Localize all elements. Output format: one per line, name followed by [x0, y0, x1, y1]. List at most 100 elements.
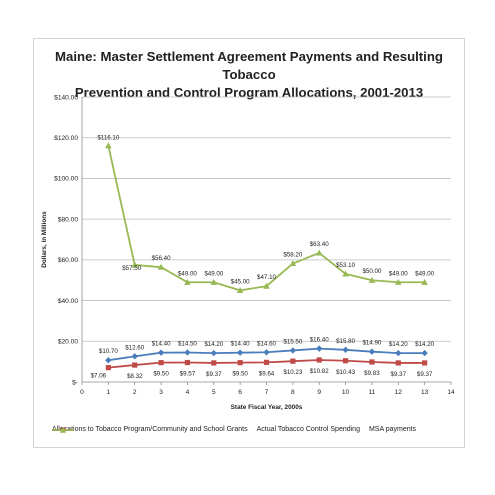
- data-point: [237, 360, 243, 366]
- data-label: $14.40: [231, 341, 250, 348]
- data-point: [316, 345, 323, 352]
- data-label: $12.60: [125, 344, 144, 351]
- data-point: [211, 360, 217, 366]
- data-label: $50.00: [362, 268, 381, 275]
- chart-title: Maine: Master Settlement Agreement Payme…: [33, 48, 465, 102]
- data-label: $10.23: [283, 369, 302, 376]
- data-point: [421, 278, 428, 285]
- data-point: [368, 348, 376, 355]
- data-label: $9.37: [206, 371, 222, 378]
- data-point: [315, 249, 323, 256]
- data-point: [132, 362, 138, 368]
- chart-title-line1: Maine: Master Settlement Agreement Payme…: [55, 49, 443, 82]
- legend-item: Allocations to Tobacco Program/Community…: [52, 426, 248, 433]
- data-label: $14.40: [152, 341, 171, 348]
- data-point: [105, 357, 112, 364]
- data-label: $9.50: [232, 371, 248, 378]
- x-tick-label: 7: [265, 389, 269, 396]
- data-label: $9.57: [180, 371, 196, 378]
- data-point: [369, 359, 375, 365]
- data-label: $56.40: [152, 255, 171, 262]
- y-tick-label: $140.00: [54, 94, 78, 101]
- data-point: [395, 349, 402, 357]
- data-point: [131, 261, 139, 268]
- data-point: [157, 263, 165, 270]
- data-label: $49.00: [389, 270, 408, 277]
- data-label: $47.10: [257, 274, 276, 281]
- data-point: [368, 276, 376, 283]
- data-label: $14.20: [389, 341, 408, 348]
- data-label: $57.50: [122, 265, 141, 272]
- data-point: [342, 270, 349, 277]
- data-point: [210, 349, 217, 357]
- data-point: [236, 286, 244, 293]
- data-point: [184, 278, 191, 285]
- x-tick-label: 13: [421, 389, 429, 396]
- x-tick-label: 1: [107, 389, 111, 396]
- y-tick-label: $120.00: [54, 135, 78, 142]
- y-axis-title: Dollars, in Millions: [41, 211, 48, 268]
- y-tick-label: $20.00: [58, 339, 79, 346]
- data-point: [263, 359, 270, 365]
- data-label: $10.43: [336, 369, 355, 376]
- data-label: $16.40: [310, 337, 329, 344]
- data-point: [342, 358, 349, 364]
- data-label: $14.60: [257, 340, 276, 347]
- data-label: $53.10: [336, 262, 355, 269]
- data-label: $9.50: [153, 371, 169, 378]
- data-label: $14.50: [178, 340, 197, 347]
- legend-label: Actual Tobacco Control Spending: [256, 426, 360, 433]
- data-point: [236, 349, 244, 356]
- x-tick-label: 14: [447, 389, 455, 396]
- data-point: [342, 346, 349, 354]
- x-tick-label: 4: [186, 389, 190, 396]
- data-point: [394, 278, 402, 285]
- data-point: [316, 357, 322, 363]
- data-label: $63.40: [310, 241, 329, 248]
- data-label: $49.00: [204, 270, 223, 277]
- x-tick-label: 9: [317, 389, 321, 396]
- data-label: $14.90: [362, 340, 381, 347]
- data-point: [290, 358, 296, 364]
- y-tick-label: $80.00: [58, 216, 79, 223]
- data-label: $116.10: [97, 135, 119, 142]
- legend-label: Allocations to Tobacco Program/Community…: [52, 426, 248, 433]
- x-axis-title: State Fiscal Year, 2000s: [231, 404, 303, 411]
- data-point: [105, 142, 112, 149]
- data-point: [158, 360, 164, 366]
- x-tick-label: 0: [80, 389, 84, 396]
- data-label: $14.20: [415, 341, 434, 348]
- data-label: $15.50: [283, 338, 302, 345]
- data-label: $45.00: [231, 278, 250, 285]
- data-point: [289, 347, 297, 354]
- data-label: $15.80: [336, 338, 355, 345]
- x-tick-label: 8: [291, 389, 295, 396]
- data-label: $49.00: [415, 270, 434, 277]
- data-point: [421, 349, 428, 357]
- data-label: $58.20: [283, 252, 302, 259]
- y-tick-label: $40.00: [58, 298, 79, 305]
- chart-legend: Allocations to Tobacco Program/Community…: [52, 426, 472, 433]
- data-point: [157, 349, 165, 356]
- chart-title-line2: Prevention and Control Program Allocatio…: [74, 85, 424, 100]
- legend-marker: [60, 426, 66, 433]
- data-point: [184, 349, 191, 356]
- y-tick-label: $60.00: [58, 257, 79, 264]
- data-label: $49.00: [178, 270, 197, 277]
- data-label: $14.20: [204, 341, 223, 348]
- legend-label: MSA payments: [368, 426, 417, 433]
- y-tick-label: $-: [72, 379, 78, 386]
- data-point: [131, 353, 138, 360]
- data-point: [184, 359, 191, 366]
- data-label: $7.06: [91, 373, 107, 380]
- data-point: [263, 349, 270, 356]
- legend-swatch: [52, 426, 74, 433]
- x-tick-label: 12: [395, 389, 403, 396]
- x-tick-label: 11: [368, 389, 375, 396]
- x-tick-label: 5: [212, 389, 216, 396]
- x-tick-label: 10: [342, 389, 350, 396]
- data-label: $9.64: [259, 370, 275, 377]
- chart-frame: [33, 38, 465, 448]
- y-tick-label: $100.00: [54, 176, 78, 183]
